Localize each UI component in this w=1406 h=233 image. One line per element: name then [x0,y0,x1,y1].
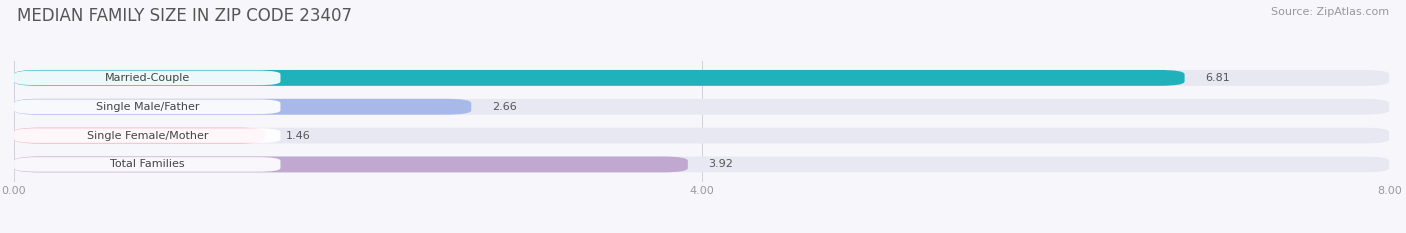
Text: 6.81: 6.81 [1205,73,1230,83]
Text: 1.46: 1.46 [285,130,311,140]
Text: 3.92: 3.92 [709,159,734,169]
FancyBboxPatch shape [14,99,280,114]
FancyBboxPatch shape [14,157,1389,172]
Text: Married-Couple: Married-Couple [104,73,190,83]
FancyBboxPatch shape [14,70,1389,86]
FancyBboxPatch shape [14,70,1185,86]
FancyBboxPatch shape [14,128,264,144]
FancyBboxPatch shape [14,157,280,172]
Text: Single Female/Mother: Single Female/Mother [87,130,208,140]
FancyBboxPatch shape [14,71,280,85]
FancyBboxPatch shape [14,99,1389,115]
Text: Total Families: Total Families [110,159,184,169]
Text: Source: ZipAtlas.com: Source: ZipAtlas.com [1271,7,1389,17]
FancyBboxPatch shape [14,99,471,115]
FancyBboxPatch shape [14,128,1389,144]
FancyBboxPatch shape [14,157,688,172]
Text: 2.66: 2.66 [492,102,516,112]
Text: MEDIAN FAMILY SIZE IN ZIP CODE 23407: MEDIAN FAMILY SIZE IN ZIP CODE 23407 [17,7,352,25]
FancyBboxPatch shape [14,128,280,143]
Text: Single Male/Father: Single Male/Father [96,102,200,112]
